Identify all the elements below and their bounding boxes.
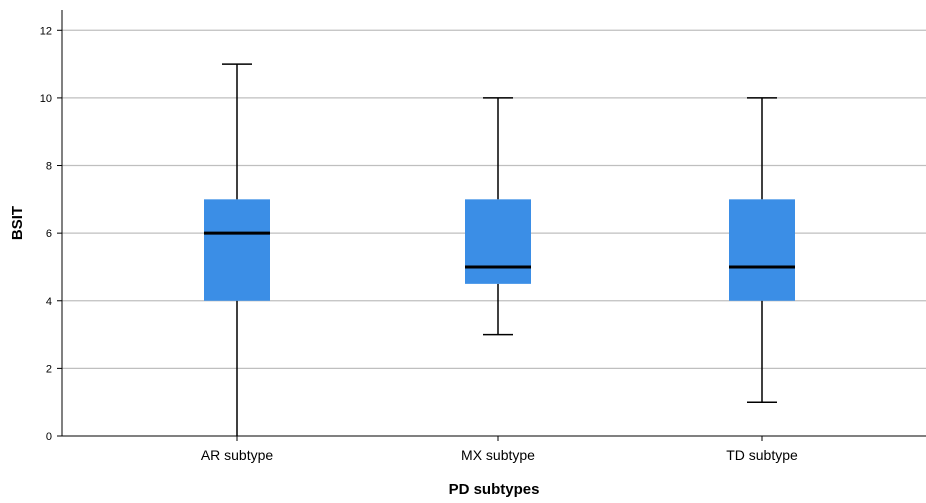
x-tick-label-ar-subtype: AR subtype bbox=[201, 447, 274, 463]
x-axis-title: PD subtypes bbox=[449, 481, 540, 498]
y-tick-label-6: 6 bbox=[46, 228, 52, 240]
box-ar-subtype bbox=[204, 199, 270, 301]
boxes bbox=[204, 63, 795, 436]
y-tick-label-2: 2 bbox=[46, 363, 52, 375]
x-tick-label-td-subtype: TD subtype bbox=[726, 447, 798, 463]
y-tick-label-10: 10 bbox=[40, 93, 52, 105]
box-mx-subtype bbox=[465, 199, 531, 284]
y-axis-title: BSIT bbox=[9, 206, 26, 240]
y-tick-label-4: 4 bbox=[46, 296, 52, 308]
x-tick-label-mx-subtype: MX subtype bbox=[461, 447, 535, 463]
box-td-subtype bbox=[729, 199, 795, 301]
y-tick-label-12: 12 bbox=[40, 25, 52, 37]
labels: 0 2 4 6 8 10 12 AR subtype MX subtype TD subtype P… bbox=[9, 25, 798, 498]
axes bbox=[57, 10, 926, 441]
y-tick-label-0: 0 bbox=[46, 431, 52, 443]
y-tick-label-8: 8 bbox=[46, 161, 52, 173]
